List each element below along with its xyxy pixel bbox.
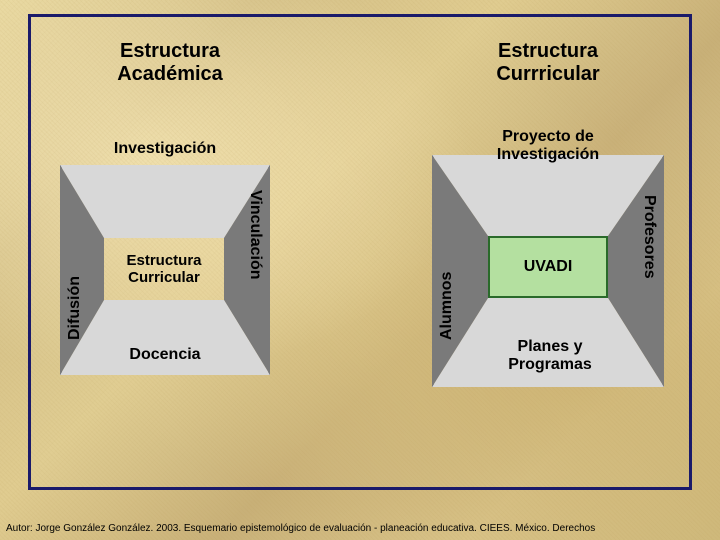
left-center-label: EstructuraCurricular bbox=[126, 252, 201, 287]
right-right-label: Profesores bbox=[640, 195, 658, 355]
left-left-label: Difusión bbox=[66, 200, 84, 340]
left-right-label: Vinculación bbox=[246, 190, 264, 350]
footer-citation: Autor: Jorge González González. 2003. Es… bbox=[6, 523, 595, 534]
right-top-label: Proyecto deInvestigación bbox=[448, 128, 648, 165]
right-bottom-label: Planes yProgramas bbox=[490, 338, 610, 375]
title-left: EstructuraAcadémica bbox=[70, 40, 270, 86]
right-center-label: UVADI bbox=[524, 258, 573, 276]
right-center-box: UVADI bbox=[488, 236, 608, 298]
right-left-label: Alumnos bbox=[438, 210, 456, 340]
title-right: EstructuraCurrricular bbox=[438, 40, 658, 86]
left-center-box: EstructuraCurricular bbox=[104, 238, 224, 300]
left-top-label: Investigación bbox=[80, 140, 250, 158]
left-bottom-label: Docencia bbox=[105, 346, 225, 364]
